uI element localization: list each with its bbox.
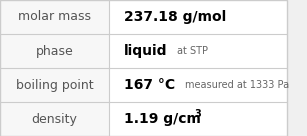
Text: boiling point: boiling point (16, 78, 93, 92)
Text: phase: phase (36, 44, 73, 58)
Text: liquid: liquid (123, 44, 167, 58)
Text: 3: 3 (194, 109, 201, 119)
Bar (0, 68, 109, 102)
Text: molar mass: molar mass (18, 10, 91, 24)
Text: 1.19 g/cm: 1.19 g/cm (123, 112, 200, 126)
Bar (0, 0, 109, 34)
Bar (109, 68, 287, 102)
Bar (109, 0, 287, 34)
Bar (109, 102, 287, 136)
Text: 237.18 g/mol: 237.18 g/mol (123, 10, 226, 24)
Text: at STP: at STP (177, 46, 208, 56)
Text: measured at 1333 Pa: measured at 1333 Pa (185, 80, 290, 90)
Bar (0, 102, 109, 136)
Bar (0, 34, 109, 68)
Text: density: density (32, 112, 78, 126)
Bar (109, 34, 287, 68)
Text: 167 °C: 167 °C (123, 78, 175, 92)
